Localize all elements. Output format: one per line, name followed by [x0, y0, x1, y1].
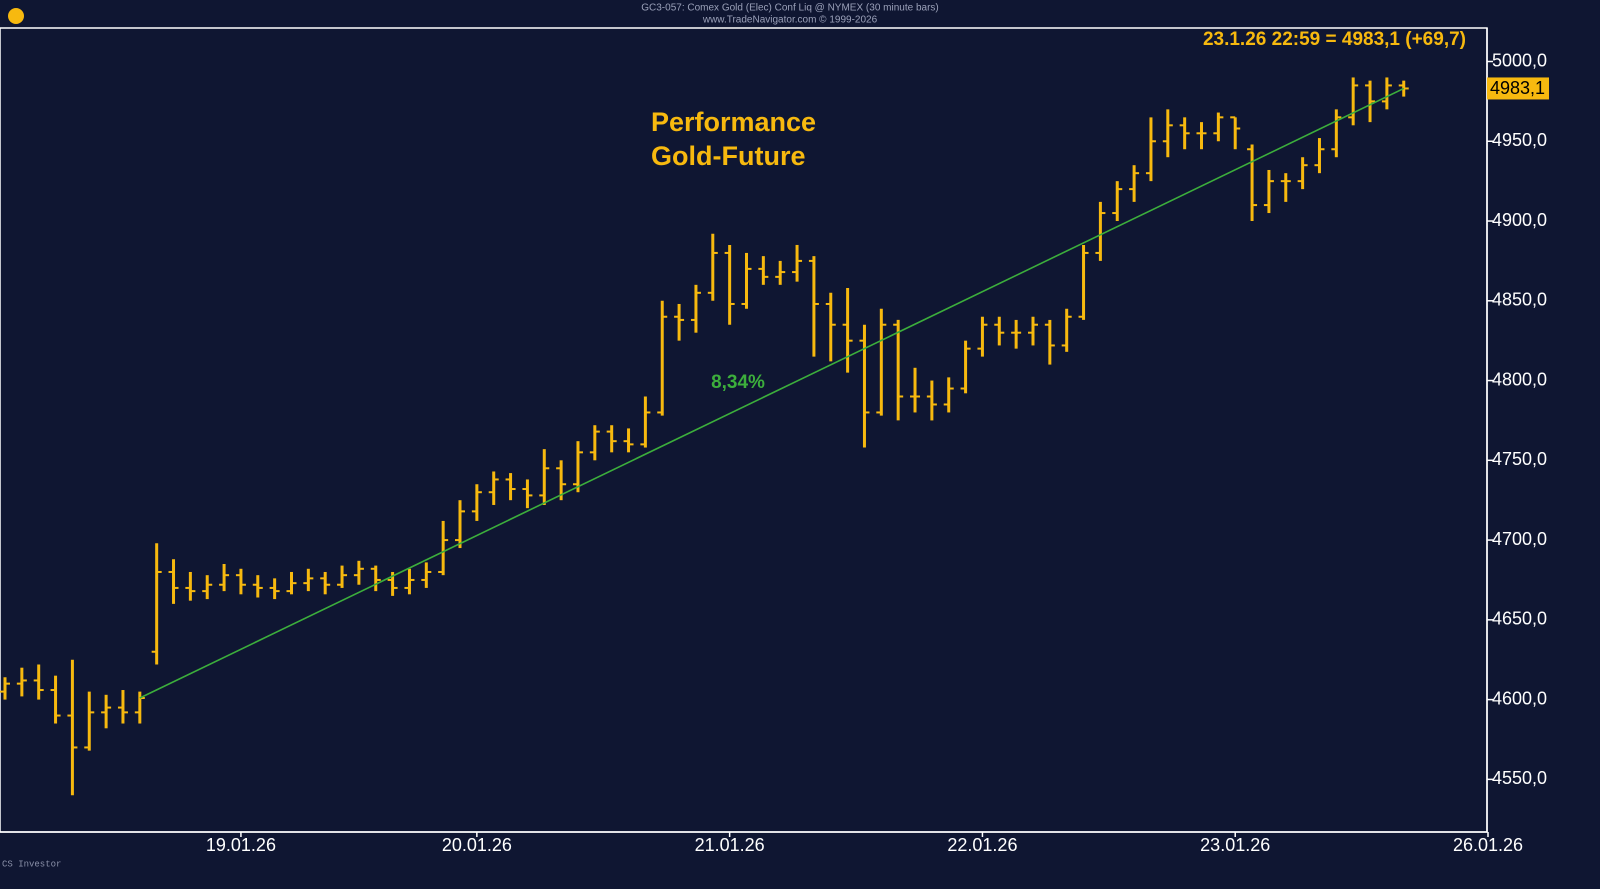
x-tick-label: 20.01.26	[442, 835, 512, 855]
y-tick-label: 4800,0	[1492, 369, 1547, 389]
x-tick-label: 22.01.26	[947, 835, 1017, 855]
x-tick-label: 23.01.26	[1200, 835, 1270, 855]
y-tick-label: 4850,0	[1492, 290, 1547, 310]
y-tick-label: 4900,0	[1492, 210, 1547, 230]
heading: Gold-Future	[651, 141, 805, 171]
last-quote: 23.1.26 22:59 = 4983,1 (+69,7)	[1203, 29, 1466, 50]
x-tick-label: 21.01.26	[695, 835, 765, 855]
y-tick-label: 5000,0	[1492, 50, 1547, 70]
plot-area	[0, 27, 1488, 833]
chart-subtitle: www.TradeNavigator.com © 1999-2026	[702, 15, 878, 26]
x-tick-label: 26.01.26	[1453, 835, 1523, 855]
last-price-label: 4983,1	[1490, 78, 1545, 98]
chart-title: GC3-057: Comex Gold (Elec) Conf Liq @ NY…	[641, 3, 938, 14]
y-tick-label: 4650,0	[1492, 609, 1547, 629]
footer: CS Investor	[2, 859, 61, 869]
y-tick-label: 4550,0	[1492, 768, 1547, 788]
trend-line	[139, 87, 1405, 699]
y-tick-label: 4950,0	[1492, 130, 1547, 150]
heading: Performance	[651, 107, 816, 137]
logo	[8, 8, 24, 24]
last-price-box	[1487, 77, 1549, 100]
y-tick-label: 4750,0	[1492, 449, 1547, 469]
y-tick-label: 4700,0	[1492, 529, 1547, 549]
y-tick-label: 4600,0	[1492, 688, 1547, 708]
trend-label: 8,34%	[711, 372, 765, 393]
x-tick-label: 19.01.26	[206, 835, 276, 855]
